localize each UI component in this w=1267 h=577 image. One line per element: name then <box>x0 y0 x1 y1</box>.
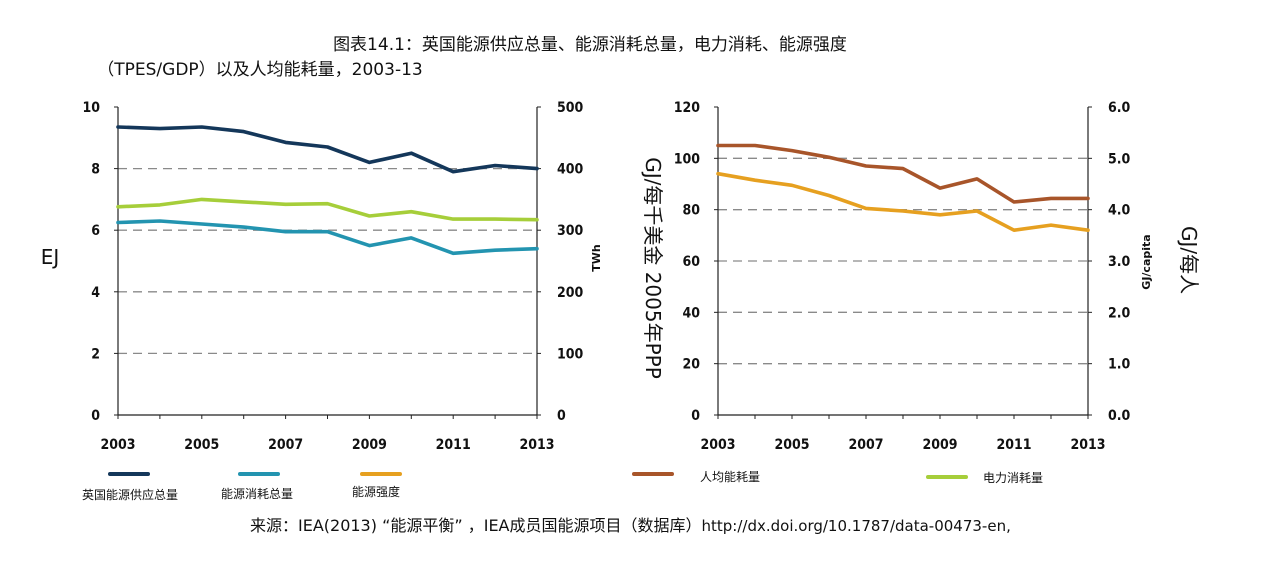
x-tick-label: 2003 <box>700 437 735 453</box>
y-tick-label-right: 500 <box>557 100 584 116</box>
legend-percapita-label: 人均能耗量 <box>700 470 760 484</box>
series-line-tpes <box>116 125 539 174</box>
y-axis-label-left: EJ <box>41 245 60 269</box>
x-tick-label: 2005 <box>184 437 219 453</box>
chart-title: 图表14.1：英国能源供应总量、能源消耗总量，电力消耗、能源强度 <box>333 35 847 55</box>
y-tick-label-left: 20 <box>682 357 700 373</box>
y-tick-label-left: 0 <box>691 408 700 424</box>
source-url[interactable]: http://dx.doi.org/10.1787/data-00473-en, <box>701 517 1011 535</box>
y-tick-label-left: 4 <box>91 285 100 301</box>
y-tick-label-right: 6.0 <box>1108 100 1131 116</box>
y-tick-label-right: 0 <box>557 408 566 424</box>
x-tick-label: 2009 <box>352 437 387 453</box>
x-tick-label: 2013 <box>1070 437 1105 453</box>
y-tick-label-right: 4.0 <box>1108 203 1131 219</box>
y-tick-label-right: 2.0 <box>1108 305 1131 321</box>
y-axis-label-left: GJ/每千美金 2005年PPP <box>641 157 665 379</box>
y-axis-label-right: GJ/每人 <box>1177 226 1201 294</box>
series-line-electricity <box>116 197 539 222</box>
y-tick-label-left: 10 <box>82 100 100 116</box>
y-tick-label-right: 1.0 <box>1108 357 1131 373</box>
x-tick-label: 2013 <box>519 437 554 453</box>
x-tick-label: 2009 <box>922 437 957 453</box>
x-tick-label: 2011 <box>436 437 471 453</box>
y-tick-label-left: 60 <box>682 254 700 270</box>
legend: 英国能源供应总量 能源消耗总量 能源强度 人均能耗量 电力消耗量 <box>82 470 1043 502</box>
x-tick-label: 2007 <box>268 437 303 453</box>
x-tick-label: 2007 <box>848 437 883 453</box>
y-tick-label-left: 100 <box>674 151 701 167</box>
y-tick-label-left: 40 <box>682 305 700 321</box>
y-tick-label-left: 6 <box>91 223 100 239</box>
y-axis-label-right-small: GJ/capita <box>1140 234 1153 289</box>
x-tick-label: 2005 <box>774 437 809 453</box>
y-tick-label-right: 5.0 <box>1108 151 1131 167</box>
y-tick-label-right: 300 <box>557 223 584 239</box>
y-tick-label-right: 3.0 <box>1108 254 1131 270</box>
legend-tpes-label: 英国能源供应总量 <box>82 487 178 502</box>
series-line-tfc <box>116 219 539 256</box>
y-tick-label-right: 0.0 <box>1108 408 1131 424</box>
series-line-intensity <box>716 171 1090 232</box>
chart-subtitle: （TPES/GDP）以及人均能耗量，2003-13 <box>97 60 423 80</box>
y-tick-label-left: 0 <box>91 408 100 424</box>
y-tick-label-right: 400 <box>557 162 584 178</box>
right-chart: 0 20 40 60 80 100 120 0.0 1.0 2.0 3.0 4.0 5.0 6.0 2003… <box>641 100 1201 453</box>
y-tick-label-left: 80 <box>682 203 700 219</box>
source-text: 来源：IEA(2013) “能源平衡” ，IEA成员国能源项目（数据库） <box>250 516 702 535</box>
y-tick-label-left: 2 <box>91 346 100 362</box>
y-tick-label-right: 100 <box>557 346 584 362</box>
y-axis-label-right: TWh <box>590 244 603 271</box>
y-tick-label-left: 120 <box>674 100 701 116</box>
x-tick-label: 2011 <box>996 437 1031 453</box>
y-tick-label-left: 8 <box>91 162 100 178</box>
series-line-percapita <box>716 143 1090 204</box>
x-tick-label: 2003 <box>100 437 135 453</box>
source-note: 来源：IEA(2013) “能源平衡” ，IEA成员国能源项目（数据库）http… <box>250 512 1011 536</box>
y-tick-label-right: 200 <box>557 285 584 301</box>
legend-intensity-label: 能源强度 <box>352 484 400 499</box>
legend-electricity-label: 电力消耗量 <box>983 471 1043 485</box>
legend-tfc-label: 能源消耗总量 <box>221 487 293 501</box>
